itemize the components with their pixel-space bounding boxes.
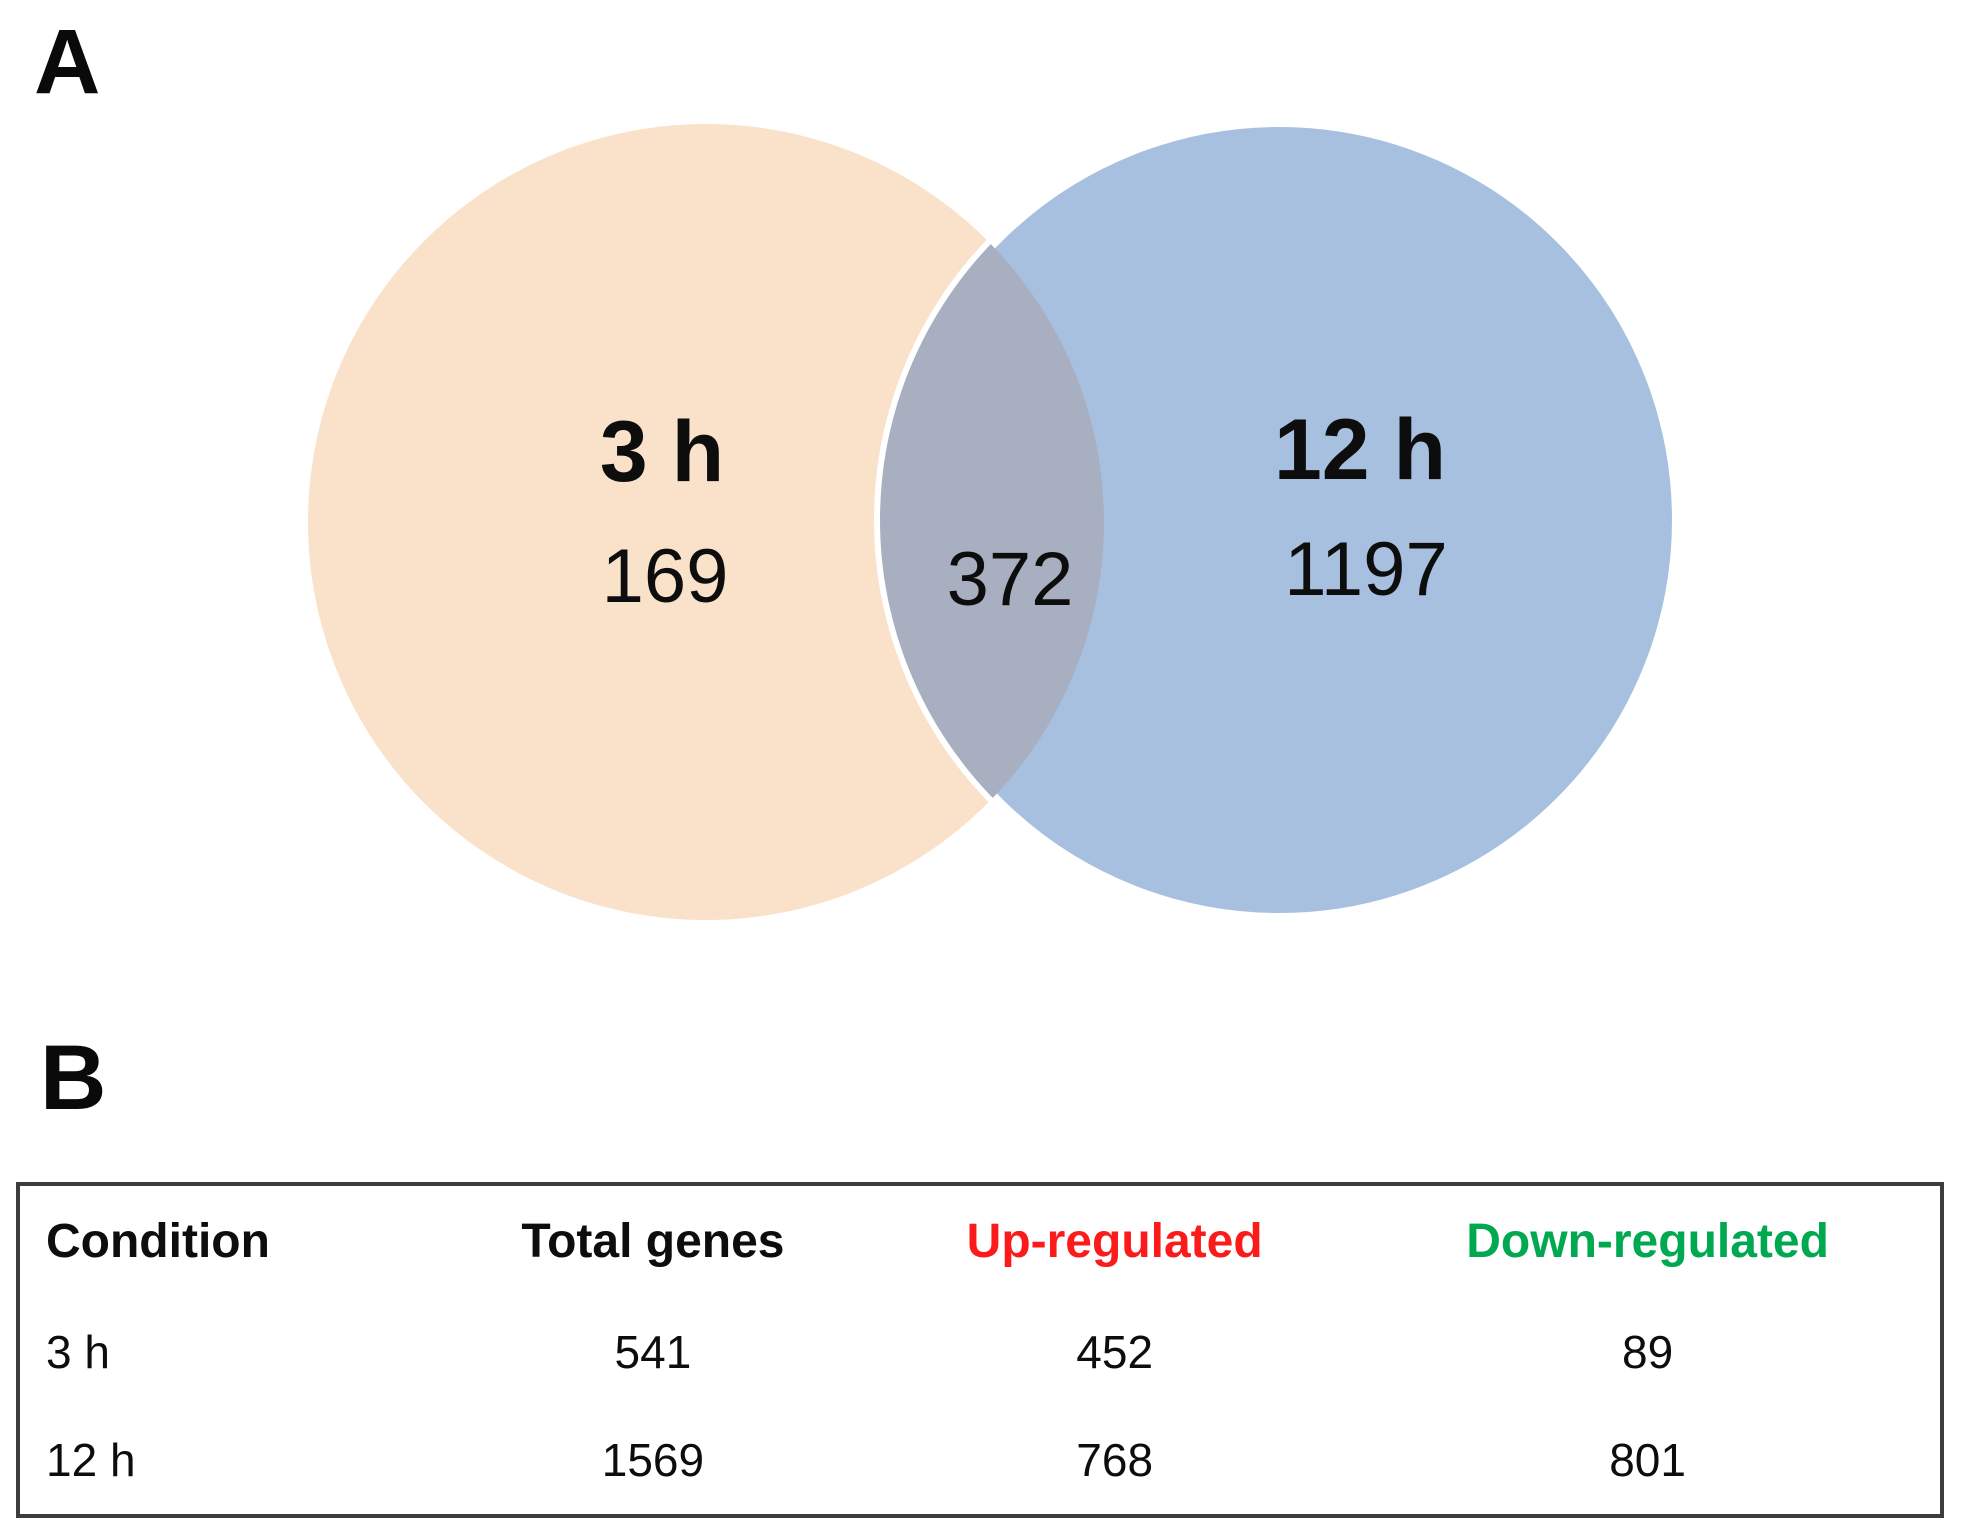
results-table: Condition Total genes Up-regulated Down-… <box>16 1182 1944 1518</box>
column-header-condition: Condition <box>46 1215 270 1269</box>
table-header-row: Condition Total genes Up-regulated Down-… <box>18 1184 1942 1297</box>
cell-up-regulated: 452 <box>1076 1326 1154 1379</box>
panel-b-label: B <box>40 1027 107 1129</box>
venn-right-set-count: 1197 <box>1284 527 1448 612</box>
venn-right-set-label: 12 h <box>1273 402 1447 498</box>
column-header-down-regulated: Down-regulated <box>1466 1215 1829 1269</box>
venn-overlap-count: 372 <box>946 537 1074 622</box>
column-header-total-genes: Total genes <box>521 1215 785 1269</box>
cell-down-regulated: 89 <box>1622 1326 1674 1379</box>
cell-total-genes: 1569 <box>601 1434 705 1487</box>
column-header-up-regulated: Up-regulated <box>966 1215 1263 1269</box>
cell-up-regulated: 768 <box>1076 1434 1154 1487</box>
venn-left-circle <box>308 124 1104 920</box>
panel-a-label: A <box>34 11 101 113</box>
cell-total-genes: 541 <box>614 1326 692 1379</box>
venn-diagram <box>308 121 1678 920</box>
venn-left-set-count: 169 <box>601 534 729 619</box>
venn-left-set-label: 3 h <box>599 404 725 500</box>
table-row-12h: 12 h 1569 768 801 <box>18 1407 1942 1516</box>
cell-condition: 3 h <box>46 1326 110 1379</box>
cell-condition: 12 h <box>46 1434 136 1487</box>
table-row-3h: 3 h 541 452 89 <box>18 1297 1942 1406</box>
cell-down-regulated: 801 <box>1609 1434 1686 1487</box>
